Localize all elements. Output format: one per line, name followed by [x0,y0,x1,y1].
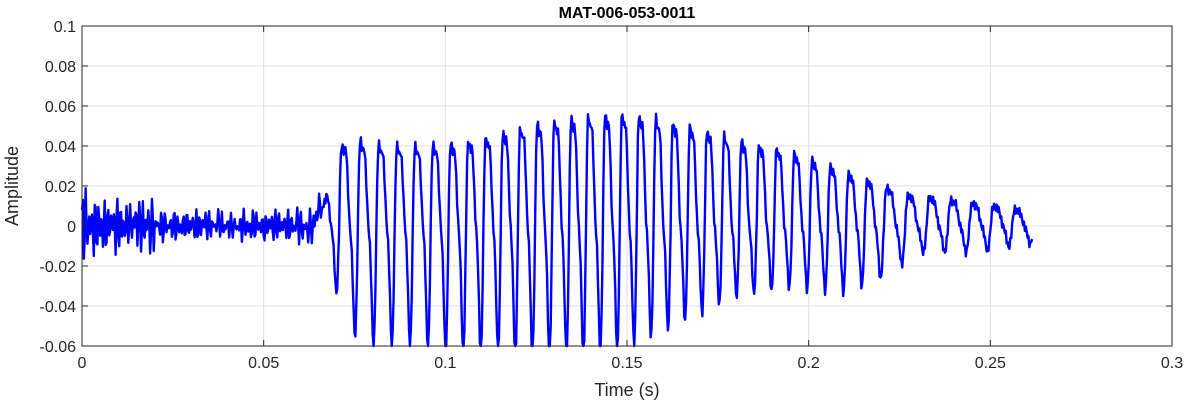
x-axis-label: Time (s) [594,380,659,400]
x-tick-label: 0.2 [798,355,820,372]
x-tick-label: 0 [78,355,87,372]
y-tick-label: 0 [67,219,76,236]
y-tick-label: 0.06 [45,99,76,116]
y-tick-label: 0.02 [45,179,76,196]
x-tick-label: 0.1 [434,355,456,372]
x-tick-label: 0.15 [611,355,642,372]
y-tick-label: -0.04 [40,299,77,316]
y-tick-label: 0.1 [54,19,76,36]
x-tick-label: 0.25 [975,355,1006,372]
plot-area [80,112,1034,348]
chart-title: MAT-006-053-0011 [559,5,696,22]
series-line [80,112,1034,348]
y-tick-label: 0.04 [45,139,76,156]
y-tick-label: -0.02 [40,259,77,276]
x-tick-label: 0.3 [1161,355,1183,372]
y-tick-label: -0.06 [40,339,77,356]
ticks: 0 0.05 0.1 0.15 0.2 0.25 0.3 -0.06 -0.04 -0.02 0 0.… [40,19,1184,372]
y-axis-label: Amplitude [2,146,22,226]
y-tick-label: 0.08 [45,59,76,76]
x-tick-label: 0.05 [248,355,279,372]
